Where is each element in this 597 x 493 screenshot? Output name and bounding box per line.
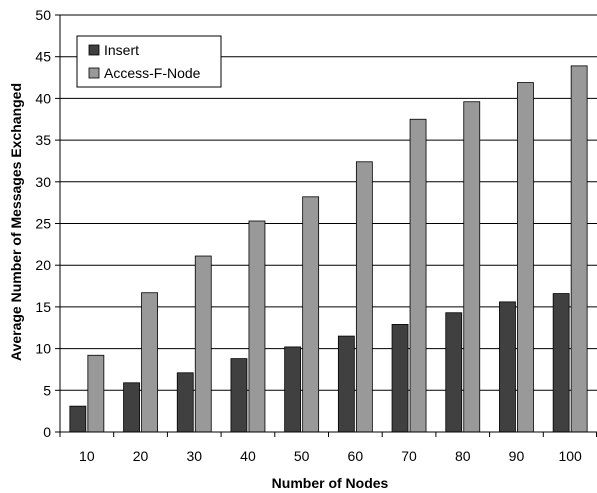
- x-tick-label-70: 70: [401, 448, 417, 464]
- bar-insert-10: [69, 405, 87, 433]
- bar-insert-100: [552, 293, 570, 433]
- x-tick-label-80: 80: [455, 448, 471, 464]
- bar-insert-60: [337, 335, 355, 433]
- bar-insert-80: [445, 312, 463, 433]
- y-tick-label-25: 25: [35, 216, 51, 232]
- bar-insert-50: [284, 346, 302, 433]
- legend-label-insert: Insert: [104, 42, 139, 58]
- x-axis-title: Number of Nodes: [272, 475, 389, 491]
- y-tick-label-40: 40: [35, 90, 51, 106]
- y-tick-label-0: 0: [43, 424, 51, 440]
- bar-access-f-node-30: [194, 255, 212, 433]
- x-tick-label-90: 90: [509, 448, 525, 464]
- bar-access-f-node-90: [517, 82, 534, 433]
- bar-insert-70: [391, 324, 409, 433]
- x-tick-label-30: 30: [186, 448, 202, 464]
- bar-access-f-node-70: [409, 118, 427, 433]
- legend-label-access-f-node: Access-F-Node: [104, 65, 201, 81]
- x-tick-labels: 10 20 30 40 50 60 70 80 90 100: [79, 448, 582, 464]
- y-tick-label-50: 50: [35, 7, 51, 23]
- x-tick-label-100: 100: [558, 448, 582, 464]
- y-tick-label-30: 30: [35, 174, 51, 190]
- bar-insert-90: [499, 301, 516, 433]
- bar-insert-40: [230, 358, 248, 433]
- y-tick-label-35: 35: [35, 132, 51, 148]
- y-tick-labels: 0 5 10 15 20 25 30 35 40 45 50: [35, 7, 51, 440]
- y-tick-label-10: 10: [35, 341, 51, 357]
- bar-access-f-node-20: [141, 292, 158, 433]
- bar-access-f-node-60: [355, 161, 373, 433]
- x-tick-label-20: 20: [133, 448, 149, 464]
- y-axis-title: Average Number of Messages Exchanged: [8, 83, 24, 361]
- bar-insert-30: [176, 372, 194, 433]
- axes: [55, 14, 597, 437]
- y-tick-label-45: 45: [35, 49, 51, 65]
- y-tick-label-15: 15: [35, 299, 51, 315]
- bar-access-f-node-100: [570, 65, 588, 433]
- y-tick-label-20: 20: [35, 257, 51, 273]
- y-tick-label-5: 5: [43, 382, 51, 398]
- x-tick-label-60: 60: [348, 448, 364, 464]
- x-tick-label-50: 50: [294, 448, 310, 464]
- legend-swatch-access-f-node: [88, 67, 100, 79]
- bar-access-f-node-80: [463, 101, 481, 433]
- bar-access-f-node-50: [302, 196, 320, 433]
- x-tick-label-10: 10: [79, 448, 95, 464]
- bar-access-f-node-40: [248, 220, 266, 433]
- bar-access-f-node-10: [87, 354, 105, 433]
- legend: Insert Access-F-Node: [76, 35, 222, 88]
- legend-swatch-insert: [88, 44, 100, 56]
- bar-insert-20: [123, 382, 140, 433]
- x-tick-label-40: 40: [240, 448, 256, 464]
- legend-box: [76, 35, 222, 88]
- bars: [69, 65, 588, 433]
